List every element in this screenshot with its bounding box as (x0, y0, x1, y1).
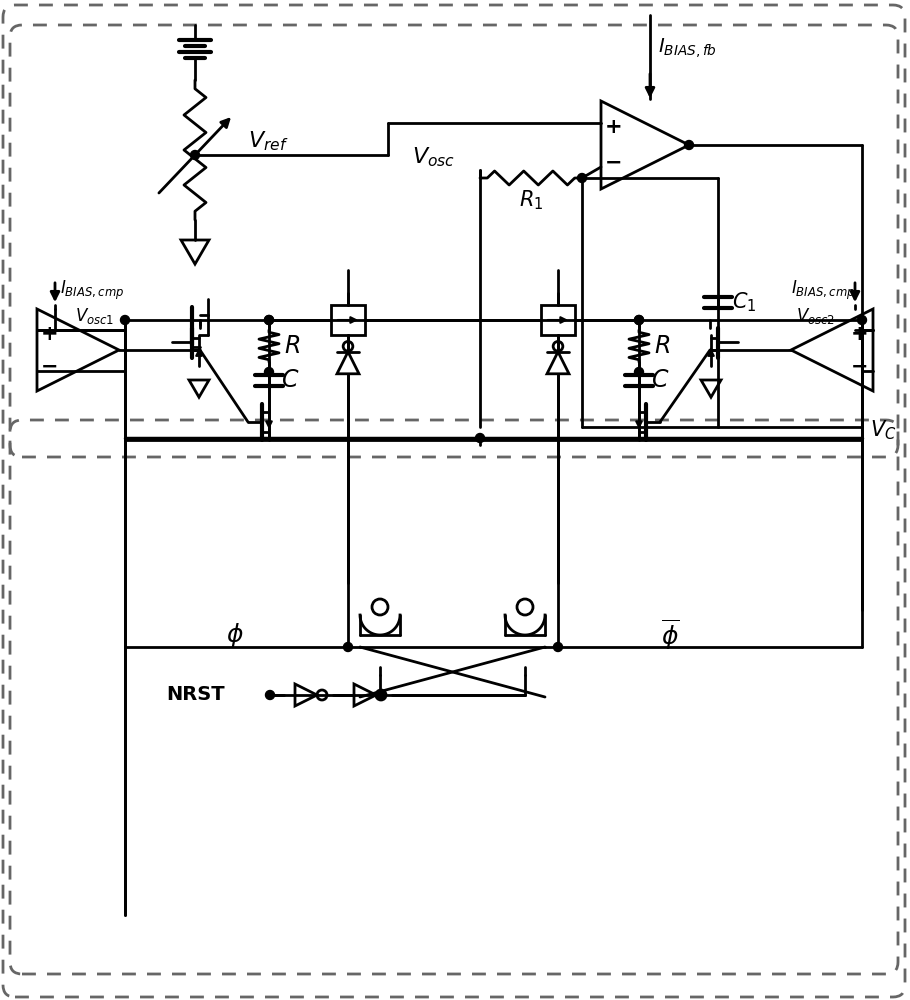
Text: NRST: NRST (167, 686, 225, 704)
Text: $\mathit{I_{BIAS,fb}}$: $\mathit{I_{BIAS,fb}}$ (658, 36, 717, 60)
Text: $\mathit{I_{BIAS,cmp}}$: $\mathit{I_{BIAS,cmp}}$ (60, 278, 124, 302)
Text: −: − (851, 356, 869, 376)
Text: $\mathit{V_{osc1}}$: $\mathit{V_{osc1}}$ (75, 306, 115, 326)
Circle shape (190, 150, 199, 159)
Text: $\mathit{I_{BIAS,cmp}}$: $\mathit{I_{BIAS,cmp}}$ (791, 278, 855, 302)
Circle shape (634, 316, 643, 324)
Text: −: − (605, 153, 622, 173)
Text: $\phi$: $\phi$ (227, 621, 244, 649)
Circle shape (553, 643, 562, 652)
Bar (331, 305, 365, 335)
Circle shape (857, 316, 866, 324)
Text: $\mathit{C_1}$: $\mathit{C_1}$ (732, 291, 756, 314)
Circle shape (634, 316, 643, 324)
Circle shape (265, 316, 274, 324)
Circle shape (265, 367, 274, 376)
Text: $\mathit{R_1}$: $\mathit{R_1}$ (519, 188, 543, 212)
Bar (541, 305, 575, 335)
Text: $\mathit{V_{osc2}}$: $\mathit{V_{osc2}}$ (796, 306, 835, 326)
Text: $\overline{\phi}$: $\overline{\phi}$ (661, 618, 679, 652)
Circle shape (578, 174, 587, 182)
Circle shape (120, 316, 129, 324)
Text: −: − (41, 356, 59, 376)
Text: +: + (41, 324, 59, 344)
Text: $\mathit{V_{ref}}$: $\mathit{V_{ref}}$ (248, 129, 288, 153)
Text: $\mathit{V_{osc}}$: $\mathit{V_{osc}}$ (412, 145, 455, 169)
Text: +: + (851, 324, 869, 344)
Circle shape (343, 643, 352, 652)
Text: $\mathit{R}$: $\mathit{R}$ (654, 334, 670, 358)
Text: $\mathit{R}$: $\mathit{R}$ (284, 334, 300, 358)
Circle shape (476, 434, 484, 442)
Circle shape (684, 140, 693, 149)
Text: $\mathit{C}$: $\mathit{C}$ (281, 368, 299, 392)
Text: $\mathit{V_C}$: $\mathit{V_C}$ (870, 418, 896, 442)
Circle shape (376, 690, 385, 700)
Circle shape (634, 367, 643, 376)
Circle shape (266, 690, 275, 700)
Circle shape (265, 316, 274, 324)
Text: +: + (605, 117, 622, 137)
Text: $\mathit{C}$: $\mathit{C}$ (651, 368, 670, 392)
